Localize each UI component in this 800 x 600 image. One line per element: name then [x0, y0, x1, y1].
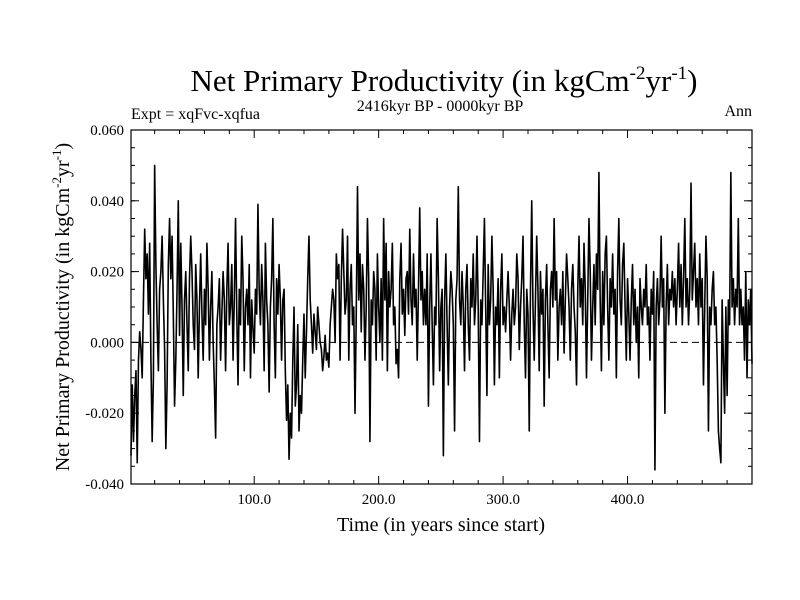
- y-tick-label: 0.040: [90, 194, 124, 210]
- season-label: Ann: [724, 103, 752, 120]
- chart-title-mid: yr: [645, 63, 672, 98]
- chart-title: Net Primary Productivity (in kgCm-2yr-1): [191, 63, 698, 98]
- chart-title-sup1: -2: [630, 63, 646, 84]
- y-axis-label-end: ): [52, 143, 74, 150]
- chart-title-sup2: -1: [671, 63, 687, 84]
- y-tick-label: -0.040: [85, 477, 124, 493]
- expt-label: Expt = xqFvc-xqfua: [131, 106, 260, 123]
- chart-subtitle: 2416kyr BP - 0000kyr BP: [357, 98, 524, 115]
- y-tick-label: -0.020: [85, 406, 124, 422]
- y-tick-label: 0.020: [90, 265, 124, 281]
- y-axis-label-mid: yr: [52, 160, 74, 177]
- chart-title-main: Net Primary Productivity (in kgCm: [191, 63, 630, 98]
- x-tick-label: 100.0: [237, 492, 271, 508]
- y-axis-label-sup1: -2: [49, 177, 64, 188]
- x-tick-label: 400.0: [611, 492, 645, 508]
- x-tick-label: 200.0: [362, 492, 396, 508]
- y-axis-label-sup2: -1: [49, 150, 64, 161]
- y-tick-label: 0.000: [90, 335, 124, 351]
- y-tick-label: 0.060: [90, 123, 124, 139]
- npp-series-line: [130, 164, 753, 471]
- axis-ticks: -0.040 -0.020 0.000 0.020 0.040 0.060 100.0 200…: [85, 123, 752, 508]
- x-axis-label: Time (in years since start): [337, 514, 545, 536]
- y-axis-label: Net Primary Productivity (in kgCm-2yr-1): [49, 143, 74, 471]
- x-tick-label: 300.0: [486, 492, 520, 508]
- chart-title-end: ): [687, 63, 697, 98]
- y-axis-label-main: Net Primary Productivity (in kgCm: [52, 187, 74, 471]
